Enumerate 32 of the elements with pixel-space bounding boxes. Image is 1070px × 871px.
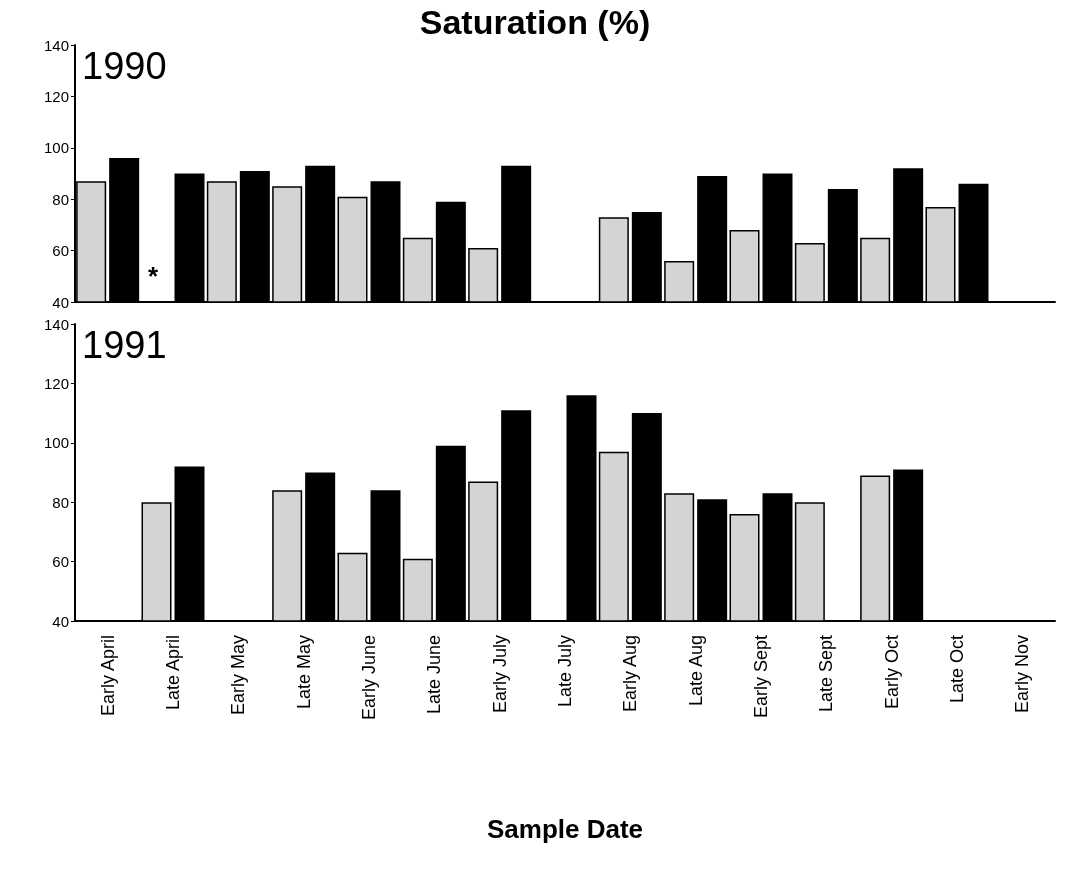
x-tick-label: Late April xyxy=(163,635,183,711)
y-tick-label: 120 xyxy=(43,374,69,392)
x-tick-label: Late Aug xyxy=(685,635,706,707)
x-tick-label: Early Aug xyxy=(620,635,641,713)
annotation: * xyxy=(147,261,159,292)
y-tick-label: 80 xyxy=(52,493,69,511)
y-tick-label: 120 xyxy=(43,87,69,105)
x-tick-label: Late Oct xyxy=(947,635,967,704)
x-tick-label: Early Nov xyxy=(1012,635,1033,714)
x-tick-label: Early July xyxy=(489,635,510,714)
chart-title: Saturation (%) xyxy=(419,3,651,41)
y-tick-label: 60 xyxy=(52,242,69,260)
x-tick-label: Early April xyxy=(97,635,118,717)
y-tick-label: 40 xyxy=(52,293,69,311)
y-tick-label: 80 xyxy=(52,190,69,208)
x-axis-title: Sample Date xyxy=(486,814,644,844)
x-tick-label: Early Sept xyxy=(751,635,771,719)
y-tick-label: 140 xyxy=(43,36,69,54)
x-tick-label: Late June xyxy=(424,635,445,715)
x-tick-label: Early June xyxy=(359,635,379,721)
x-tick-label: Late May xyxy=(293,635,314,710)
x-tick-label: Early May xyxy=(228,635,249,716)
y-tick-label: 140 xyxy=(43,315,69,333)
y-tick-label: 100 xyxy=(43,434,69,452)
annotation: 1990 xyxy=(82,45,167,87)
y-tick-label: 100 xyxy=(43,139,69,157)
x-tick-label: Late July xyxy=(555,635,575,708)
x-tick-label: Early Oct xyxy=(881,635,902,710)
y-tick-label: 40 xyxy=(52,612,69,630)
x-tick-label: Late Sept xyxy=(816,635,837,713)
annotation: 1991 xyxy=(82,324,167,366)
y-tick-label: 60 xyxy=(52,553,69,571)
